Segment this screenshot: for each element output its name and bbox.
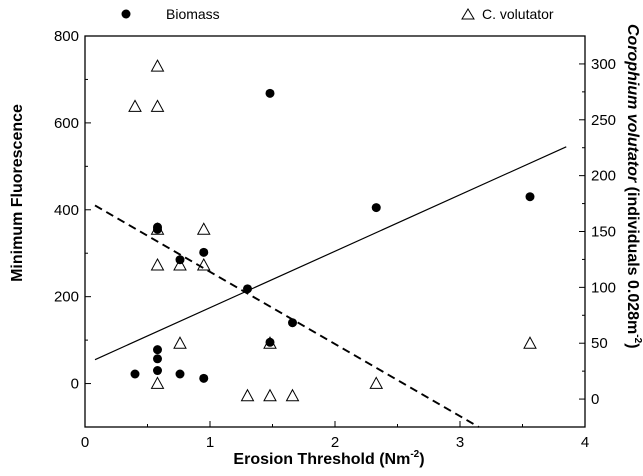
legend: Biomass C. volutator (121, 6, 554, 22)
x-axis-title-main: Erosion Threshold (Nm (233, 451, 410, 468)
volutator-point (150, 99, 165, 112)
x-axis-title-sup: -2 (410, 449, 419, 460)
biomass-point (243, 284, 252, 294)
y-tick-label: 200 (54, 289, 79, 306)
biomass-point (175, 369, 185, 379)
volutator-point (196, 222, 211, 235)
volutator-point (196, 257, 211, 271)
biomass-point (130, 369, 140, 379)
y2-axis-title: Corophium volutator (individuals 0.028m-… (624, 24, 643, 349)
volutator-point (173, 336, 187, 349)
y-axis-title: Minimum Fluorescence (9, 104, 26, 282)
volutator-point (523, 336, 537, 349)
y-tick-label: 0 (71, 376, 79, 393)
y2-axis-title-rest: (individuals 0.028m (624, 182, 641, 334)
y2-tick-label: 250 (591, 112, 616, 129)
biomass-point (265, 88, 275, 98)
y2-axis-title-italic: Corophium volutator (624, 24, 641, 183)
x-tick-label: 0 (81, 434, 89, 451)
volutator-point (263, 336, 277, 349)
y2-tick-label: 0 (591, 391, 599, 408)
volutator-point (150, 222, 165, 235)
legend-biomass-marker (121, 9, 131, 19)
biomass-point (265, 337, 275, 347)
biomass-point (153, 354, 162, 364)
x-axis-title-tail: ) (419, 451, 424, 468)
legend-biomass-label: Biomass (166, 6, 220, 22)
volutator-point (128, 99, 142, 112)
y2-tick-label: 50 (591, 335, 608, 352)
biomass-point (525, 192, 535, 202)
y2-axis-title-tail: ) (624, 343, 641, 348)
y2-tick-label: 200 (591, 168, 616, 185)
x-axis-title: Erosion Threshold (Nm-2) (233, 449, 424, 468)
y2-tick-label: 150 (591, 224, 616, 241)
biomass-point (153, 366, 162, 376)
x-tick-label: 3 (456, 434, 464, 451)
y2-axis-title-sup: -2 (632, 334, 643, 343)
legend-volutator-marker (461, 8, 475, 20)
y-tick-label: 400 (54, 202, 79, 219)
volutator-point (285, 388, 300, 402)
biomass-point (153, 345, 162, 355)
volutator-point (150, 257, 165, 271)
y-tick-label: 600 (54, 115, 79, 132)
y-tick-label: 800 (54, 28, 79, 45)
x-tick-label: 4 (581, 434, 589, 451)
volutator-point (369, 376, 384, 389)
biomass-point (199, 373, 209, 383)
biomass-point (288, 318, 297, 328)
volutator-point (240, 388, 255, 402)
y2-tick-label: 100 (591, 279, 616, 296)
volutator-point (150, 376, 165, 389)
biomass-point (199, 247, 209, 257)
y2-tick-label: 300 (591, 56, 616, 73)
volutator-point (263, 388, 277, 402)
volutator-point (150, 59, 165, 72)
biomass-fit-line (94, 146, 567, 361)
volutator-fit-line (94, 204, 480, 428)
biomass-point (371, 203, 381, 213)
volutator-point (173, 257, 187, 271)
x-tick-label: 1 (206, 434, 214, 451)
x-tick-label: 2 (331, 434, 339, 451)
legend-volutator-label: C. volutator (482, 6, 554, 22)
